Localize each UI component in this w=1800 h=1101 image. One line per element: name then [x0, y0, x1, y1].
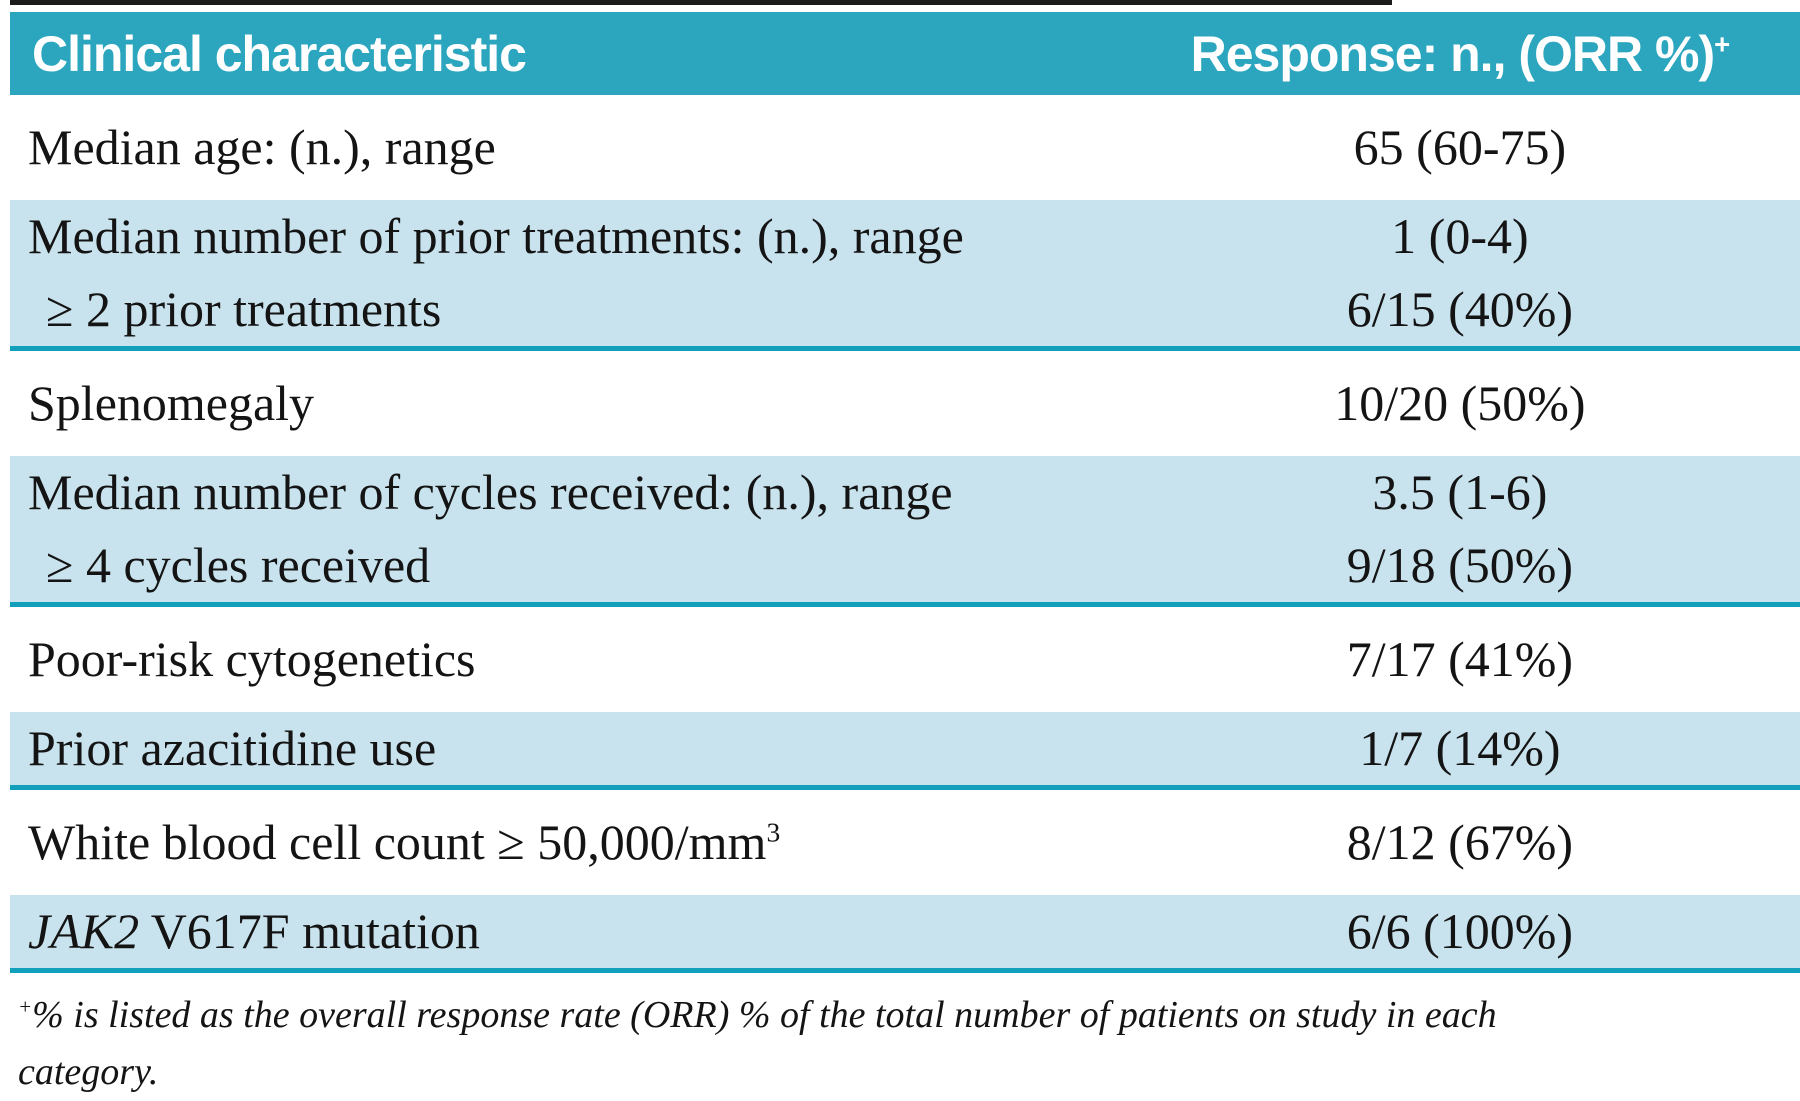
- row-label: White blood cell count ≥ 50,000/mm3: [28, 814, 781, 870]
- clinical-characteristics-table: Clinical characteristic Response: n., (O…: [10, 12, 1800, 1101]
- row-response-value: 7/17 (41%): [1346, 631, 1574, 687]
- row-response-value: 1 (0-4): [1391, 208, 1529, 264]
- row-label: Median number of cycles received: (n.), …: [28, 464, 953, 520]
- table-footnote: +% is listed as the overall response rat…: [10, 973, 1518, 1101]
- table-row-line: Poor-risk cytogenetics 7/17 (41%): [10, 623, 1800, 696]
- row-label-superscript: 3: [766, 816, 781, 848]
- header-response-label: Response: n., (ORR %): [1190, 25, 1715, 82]
- row-response-value: 10/20 (50%): [1334, 375, 1586, 431]
- row-response-value: 1/7 (14%): [1359, 720, 1561, 776]
- row-response-value: 9/18 (50%): [1346, 537, 1574, 593]
- row-label: JAK2 V617F mutation: [28, 903, 480, 959]
- row-response-value: 65 (60-75): [1353, 119, 1567, 175]
- row-label: ≥ 4 cycles received: [46, 537, 431, 593]
- table-row: JAK2 V617F mutation 6/6 (100%): [10, 895, 1800, 973]
- header-clinical-characteristic: Clinical characteristic: [32, 25, 527, 82]
- row-response-value: 8/12 (67%): [1346, 814, 1574, 870]
- table-row: White blood cell count ≥ 50,000/mm3 8/12 …: [10, 790, 1800, 895]
- table-row-line: Prior azacitidine use 1/7 (14%): [10, 712, 1800, 785]
- table-row: Poor-risk cytogenetics 7/17 (41%): [10, 607, 1800, 712]
- table-header-row: Clinical characteristic Response: n., (O…: [10, 12, 1800, 95]
- row-label: Prior azacitidine use: [28, 720, 437, 776]
- table-row: Median age: (n.), range 65 (60-75): [10, 95, 1800, 200]
- table-row-line: ≥ 4 cycles received 9/18 (50%): [10, 529, 1800, 602]
- row-label: Median number of prior treatments: (n.),…: [28, 208, 964, 264]
- table-row: Median number of prior treatments: (n.),…: [10, 200, 1800, 351]
- table-row-line: ≥ 2 prior treatments 6/15 (40%): [10, 273, 1800, 346]
- top-rule: [10, 0, 1392, 5]
- row-label: Median age: (n.), range: [28, 119, 496, 175]
- row-label-italic-gene: JAK2: [28, 903, 140, 959]
- row-label: ≥ 2 prior treatments: [46, 281, 442, 337]
- footnote-text: % is listed as the overall response rate…: [18, 994, 1497, 1093]
- table-row-line: Splenomegaly 10/20 (50%): [10, 367, 1800, 440]
- table-row-line: JAK2 V617F mutation 6/6 (100%): [10, 895, 1800, 968]
- header-response: Response: n., (ORR %)+: [1120, 25, 1800, 83]
- table-body: Median age: (n.), range 65 (60-75) Median …: [10, 95, 1800, 973]
- table-row-line: Median age: (n.), range 65 (60-75): [10, 111, 1800, 184]
- table-row: Prior azacitidine use 1/7 (14%): [10, 712, 1800, 790]
- table-row-line: White blood cell count ≥ 50,000/mm3 8/12 …: [10, 806, 1800, 879]
- row-response-value: 3.5 (1-6): [1372, 464, 1548, 520]
- table-row-line: Median number of cycles received: (n.), …: [10, 456, 1800, 529]
- row-label: Splenomegaly: [28, 375, 315, 431]
- table-row: Median number of cycles received: (n.), …: [10, 456, 1800, 607]
- table-row-line: Median number of prior treatments: (n.),…: [10, 200, 1800, 273]
- row-label: Poor-risk cytogenetics: [28, 631, 476, 687]
- footnote-sup: +: [18, 994, 33, 1019]
- header-response-sup: +: [1714, 27, 1730, 59]
- row-response-value: 6/15 (40%): [1346, 281, 1574, 337]
- table-row: Splenomegaly 10/20 (50%): [10, 351, 1800, 456]
- row-response-value: 6/6 (100%): [1346, 903, 1574, 959]
